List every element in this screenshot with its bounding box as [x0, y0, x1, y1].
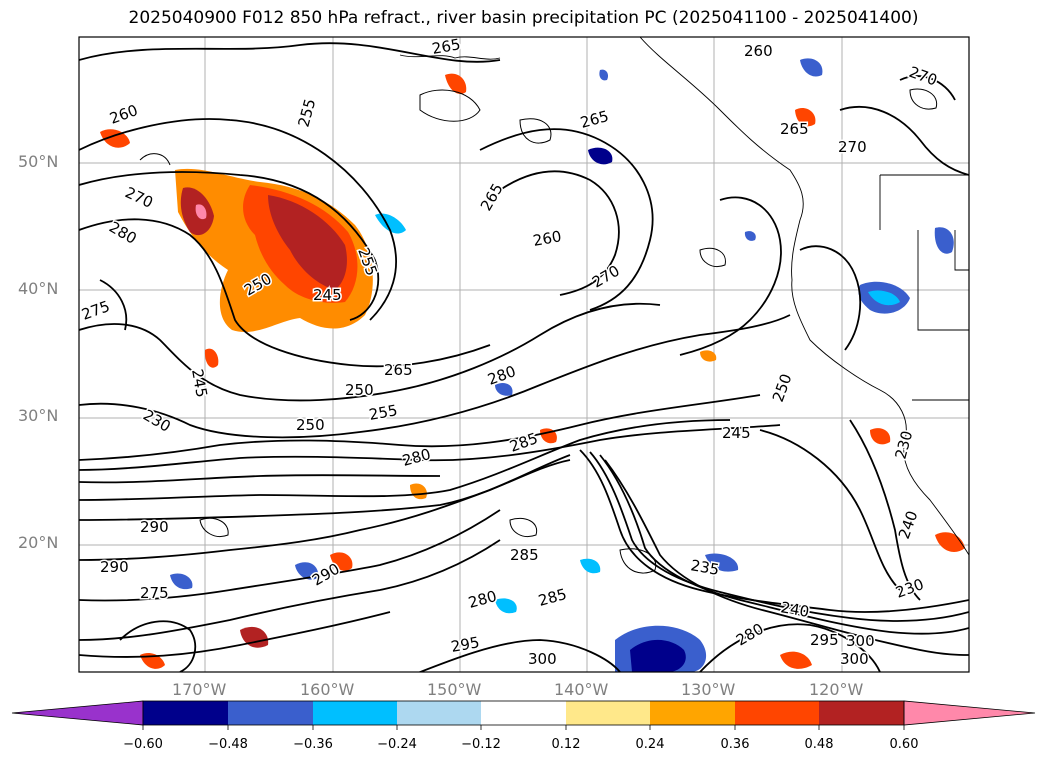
coastlines: [399, 37, 969, 556]
contour-label: 300: [846, 632, 875, 650]
contour-label: 290: [100, 558, 129, 576]
colorbar-bin: [228, 701, 313, 725]
colorbar-bin: [650, 701, 735, 725]
contour-label: 265: [780, 120, 809, 138]
colorbar-tick: −0.48: [208, 737, 248, 752]
lon-label: 140°W: [554, 680, 609, 699]
contour-label: 295: [810, 631, 839, 649]
contour-label: 250: [296, 416, 325, 434]
contour-label: 275: [140, 584, 169, 602]
lon-label: 160°W: [300, 680, 355, 699]
contour-lines-thin: [139, 88, 938, 574]
contour-label: 245: [313, 286, 342, 304]
precip-negative: [170, 58, 954, 672]
lat-label: 50°N: [18, 152, 59, 171]
colorbar-extend-low: [11, 700, 144, 726]
colorbar-tick: 0.48: [804, 737, 834, 752]
colorbar-extend-high: [903, 700, 1036, 726]
contour-label: 260: [532, 227, 563, 250]
colorbar-bin: [481, 701, 566, 725]
contour-lines: [79, 42, 969, 672]
colorbar-bin: [566, 701, 650, 725]
colorbar-tick: 0.24: [635, 737, 665, 752]
colorbar: [11, 700, 1036, 730]
contour-label: 265: [384, 361, 413, 379]
colorbar-bin: [313, 701, 397, 725]
colorbar-tick: −0.60: [123, 737, 163, 752]
colorbar-bin: [735, 701, 819, 725]
colorbar-tick: −0.24: [377, 737, 417, 752]
contour-label: 290: [140, 518, 169, 536]
contour-label: 260: [744, 42, 773, 60]
colorbar-tick: 0.60: [889, 737, 919, 752]
colorbar-tick: 0.36: [720, 737, 750, 752]
contour-label: 300: [528, 650, 557, 668]
map-field: 260 265 255 270 280 275 250 245 265 250 …: [79, 35, 969, 672]
lat-label: 40°N: [18, 279, 59, 298]
contour-label: 300: [840, 650, 869, 668]
lon-label: 120°W: [809, 680, 864, 699]
colorbar-bin: [819, 701, 904, 725]
contour-label: 245: [722, 424, 751, 442]
contour-label: 250: [345, 381, 374, 399]
contour-label: 295: [450, 633, 481, 656]
lon-label: 130°W: [681, 680, 736, 699]
colorbar-tick: −0.36: [293, 737, 333, 752]
lon-label: 170°W: [172, 680, 227, 699]
map-frame: [78, 36, 970, 673]
contour-label: 265: [431, 35, 462, 58]
lat-label: 30°N: [18, 406, 59, 425]
colorbar-tick: 0.12: [551, 737, 581, 752]
contour-label: 270: [838, 138, 867, 156]
colorbar-tick: −0.12: [461, 737, 501, 752]
lon-label: 150°W: [427, 680, 482, 699]
chart-title: 2025040900 F012 850 hPa refract., river …: [128, 8, 919, 28]
lat-label: 20°N: [18, 533, 59, 552]
colorbar-bin: [143, 701, 228, 725]
contour-label: 285: [510, 546, 539, 564]
colorbar-bin: [397, 701, 481, 725]
